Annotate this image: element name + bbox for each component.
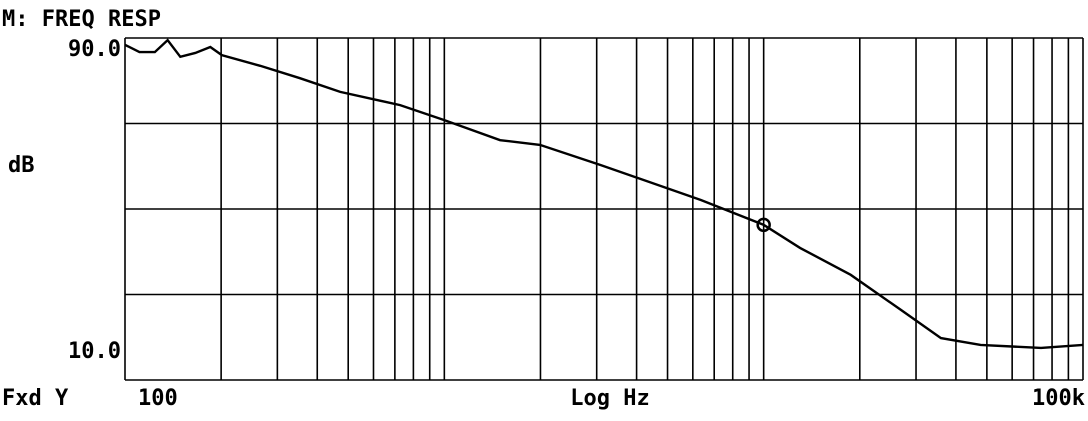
response-line [124, 38, 1084, 350]
y-scale-mode: Fxd Y [2, 386, 69, 411]
x-tick-label: 100k [1032, 386, 1085, 411]
y-axis-label: dB [8, 153, 35, 178]
x-tick-label: 100 [138, 386, 178, 411]
x-axis-label: Log Hz [570, 386, 649, 411]
chart-title: M: FREQ RESP [2, 7, 161, 32]
y-tick-label: 90.0 [68, 37, 121, 62]
y-tick-label: 10.0 [68, 339, 121, 364]
marker [756, 217, 771, 233]
